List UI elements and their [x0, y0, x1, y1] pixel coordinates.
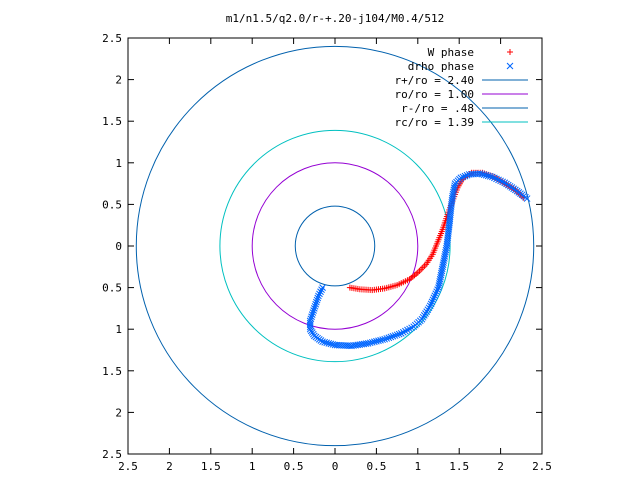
circle-1	[251, 162, 419, 330]
legend-marker-0	[507, 49, 513, 55]
x-tick-label: 0.5	[366, 460, 386, 473]
legend-label-3: ro/ro = 1.00	[395, 88, 474, 101]
y-tick-label: 1.5	[102, 115, 122, 128]
legend-label-0: W phase	[428, 46, 474, 59]
legend-label-4: r-/ro = .48	[401, 102, 474, 115]
y-tick-label: 1	[115, 157, 122, 170]
legend-marker-1	[506, 62, 514, 70]
x-tick-label: 2	[497, 460, 504, 473]
circle-2	[294, 205, 376, 287]
x-tick-label: 2.5	[118, 460, 138, 473]
x-tick-label: 2.5	[532, 460, 552, 473]
legend-label-1: drho phase	[408, 60, 474, 73]
y-tick-label: 2.5	[102, 448, 122, 461]
data-markers	[306, 169, 531, 350]
circle-3	[219, 129, 451, 363]
x-tick-label: 1	[414, 460, 421, 473]
y-tick-label: 2	[115, 406, 122, 419]
chart-title: m1/n1.5/q2.0/r-+.20-j104/M0.4/512	[226, 12, 445, 25]
y-tick-label: 1	[115, 323, 122, 336]
series-0-markers	[346, 169, 527, 294]
y-tick-label: 0.5	[102, 282, 122, 295]
x-tick-label: 1.5	[201, 460, 221, 473]
y-tick-label: 0.5	[102, 198, 122, 211]
x-tick-label: 2	[166, 460, 173, 473]
plot-frame	[127, 37, 543, 455]
x-tick-label: 0.5	[284, 460, 304, 473]
y-tick-label: 2	[115, 74, 122, 87]
axis-ticks: 2.5 2 1.5 1 0.5 0 0.5 1 1.5 2 2.52.521.510.500.511…	[102, 32, 552, 473]
series-1-markers	[306, 170, 531, 350]
y-tick-label: 2.5	[102, 32, 122, 45]
legend-label-5: rc/ro = 1.39	[395, 116, 474, 129]
circle-0	[135, 45, 535, 447]
reference-circles	[135, 45, 535, 447]
legend-label-2: r+/ro = 2.40	[395, 74, 474, 87]
x-tick-label: 1	[249, 460, 256, 473]
y-tick-label: 1.5	[102, 365, 122, 378]
y-tick-label: 0	[115, 240, 122, 253]
x-tick-label: 0	[332, 460, 339, 473]
x-tick-label: 1.5	[449, 460, 469, 473]
